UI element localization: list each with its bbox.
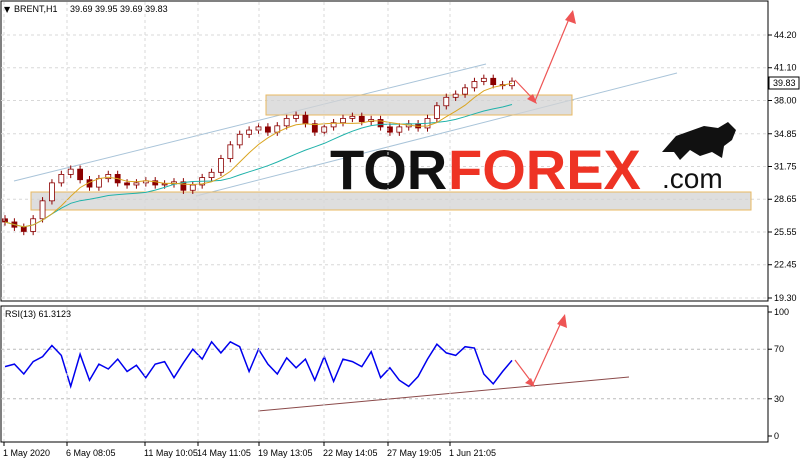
- candle-body: [377, 119, 384, 128]
- menu-triangle-icon[interactable]: ▼: [4, 5, 11, 14]
- candle-body: [180, 181, 187, 191]
- candle-body: [452, 93, 459, 98]
- price-panel: [0, 0, 769, 302]
- candle-body: [20, 226, 27, 232]
- time-tick-label: 1 May 2020: [3, 448, 50, 458]
- last-price-tag: [768, 76, 800, 90]
- rsi-arrow-head-down: [525, 378, 535, 387]
- candle-body: [58, 174, 65, 184]
- time-tick-label: 22 May 14:05: [323, 448, 378, 458]
- time-tick-label: 19 May 13:05: [258, 448, 313, 458]
- candle-body: [264, 126, 271, 133]
- time-tick-label: 1 Jun 21:05: [449, 448, 496, 458]
- price-tick-label: 34.85: [774, 129, 797, 139]
- resistance-zone: [265, 94, 573, 116]
- candle-body: [161, 183, 168, 186]
- candle-body: [39, 200, 46, 220]
- candle-body: [67, 168, 74, 175]
- last-price-value: 39.83: [773, 78, 796, 88]
- candle-body: [218, 158, 224, 173]
- price-tick-label: 41.10: [774, 63, 797, 73]
- bull-logo-icon: [662, 122, 736, 160]
- symbol-label: BRENT,H1: [14, 4, 58, 14]
- candle-body: [189, 184, 196, 191]
- candle-body: [49, 182, 55, 202]
- rsi-trend-line: [257, 376, 630, 412]
- candle-body: [302, 114, 309, 125]
- rsi-tick-label: 70: [774, 344, 784, 354]
- candle-body: [124, 182, 130, 186]
- candle-body: [490, 77, 497, 86]
- channel-lower-line: [195, 72, 678, 197]
- candle-body: [133, 182, 140, 186]
- rsi-arrow-head-up: [557, 314, 567, 328]
- brand-tor: TOR: [330, 138, 447, 201]
- rsi-tick-label: 0: [774, 431, 779, 441]
- candle-body: [95, 178, 102, 188]
- candle-body: [77, 168, 84, 181]
- ma-slow-line: [4, 104, 513, 228]
- price-tick-label: 31.75: [774, 162, 797, 172]
- time-tick-label: 6 May 08:05: [66, 448, 116, 458]
- candle-body: [227, 144, 234, 159]
- candle-body: [480, 77, 487, 82]
- price-tick-label: 19.30: [774, 293, 797, 303]
- price-arrow-head-up: [565, 10, 576, 24]
- candle-body: [387, 126, 393, 133]
- candle-body: [105, 174, 112, 180]
- price-tick-label: 28.65: [774, 194, 797, 204]
- candle-body: [311, 123, 318, 133]
- rsi-tick-label: 100: [774, 307, 789, 317]
- support-zone: [30, 191, 752, 211]
- rsi-label: RSI(13) 61.3123: [5, 309, 71, 319]
- candle-body: [340, 118, 346, 124]
- brand-forex: FOREX: [448, 138, 641, 201]
- candle-body: [330, 122, 337, 128]
- candle-body: [443, 96, 450, 107]
- time-tick-label: 11 May 10:05: [144, 448, 198, 458]
- price-tick-label: 44.20: [774, 30, 797, 40]
- price-tick-label: 22.45: [774, 260, 797, 270]
- ma-fast-line: [4, 82, 513, 228]
- candle-body: [152, 180, 159, 186]
- torforex-watermark: TOR FOREX .com: [330, 122, 736, 201]
- ohlc-readout: 39.69 39.95 39.69 39.83: [70, 4, 168, 14]
- rsi-axis: 100 70 30 0: [768, 307, 789, 441]
- channel-upper-line: [13, 63, 487, 182]
- price-axis: 44.20 41.10 38.00 34.85 31.75 28.65 25.55 22.45…: [768, 30, 797, 303]
- brand-com: .com: [662, 163, 723, 194]
- price-arrow-head-down: [527, 94, 537, 104]
- candle-body: [236, 133, 243, 146]
- candle-body: [471, 81, 478, 89]
- time-axis: 1 May 2020 6 May 08:05 11 May 10:05 14 May …: [3, 2, 496, 458]
- time-tick-label: 14 May 11:05: [197, 448, 251, 458]
- candle-body: [433, 105, 440, 119]
- time-tick-label: 27 May 19:05: [387, 448, 442, 458]
- candle-body: [208, 171, 215, 178]
- price-tick-label: 25.55: [774, 227, 797, 237]
- rsi-tick-label: 30: [774, 394, 784, 404]
- candle-body: [246, 129, 253, 135]
- price-tick-label: 38.00: [774, 95, 797, 105]
- candle-body: [349, 115, 356, 119]
- candle-body: [283, 118, 290, 127]
- candle-body: [396, 126, 403, 133]
- candle-body: [358, 115, 365, 123]
- candle-body: [293, 114, 299, 119]
- candle-body: [462, 87, 468, 95]
- candle-body: [2, 218, 8, 223]
- rsi-grid: [1, 348, 768, 400]
